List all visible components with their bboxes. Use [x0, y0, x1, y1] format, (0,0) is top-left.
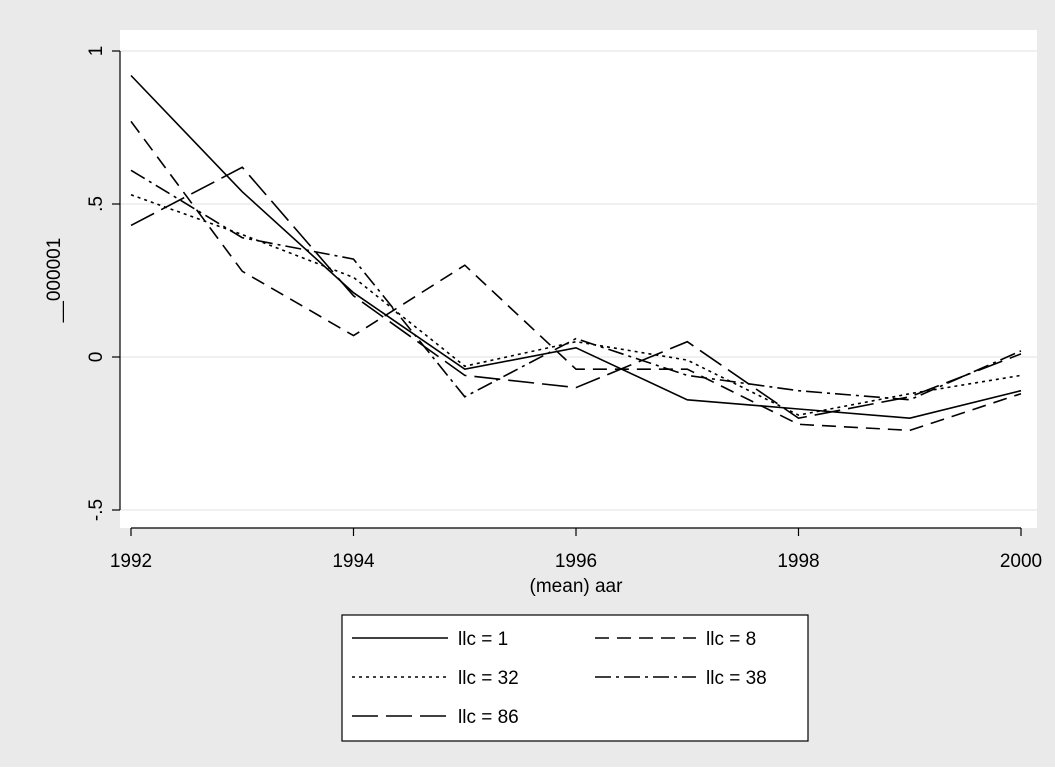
- axes-layer: -.5 0 .5 1 1992 1994 1996 1998 2000: [86, 46, 1042, 572]
- legend-box: [341, 614, 809, 742]
- series-line-1: [130, 74, 1022, 420]
- y-tick-label: -.5: [86, 499, 107, 521]
- series-line-4: [130, 169, 1022, 401]
- legend-label-5: llc = 86: [458, 707, 519, 728]
- legend-label-1: llc = 1: [458, 629, 508, 650]
- x-tick-label: 1994: [332, 551, 375, 572]
- legend-label-2: llc = 8: [706, 629, 756, 650]
- x-tick-label: 1992: [110, 551, 152, 572]
- legend-label-4: llc = 38: [706, 668, 767, 689]
- x-tick-label: 1996: [555, 551, 597, 572]
- x-tick-label: 1998: [777, 551, 819, 572]
- plot-background: [120, 30, 1037, 528]
- legend: llc = 1 llc = 8 llc = 32 llc = 38 llc = 86: [341, 614, 809, 742]
- series-line-5: [130, 166, 1022, 420]
- y-axis-title: __000001: [44, 238, 65, 324]
- series-line-3: [130, 194, 1022, 416]
- x-axis-title: (mean) aar: [530, 576, 624, 597]
- grid-layer: [120, 50, 1037, 511]
- y-tick-label: .5: [86, 196, 107, 212]
- x-tick-label: 2000: [1000, 551, 1042, 572]
- y-tick-label: 1: [86, 46, 107, 57]
- series-line-2: [130, 120, 1022, 432]
- y-tick-label: 0: [86, 352, 107, 363]
- legend-label-3: llc = 32: [458, 668, 519, 689]
- series-layer: [130, 74, 1022, 432]
